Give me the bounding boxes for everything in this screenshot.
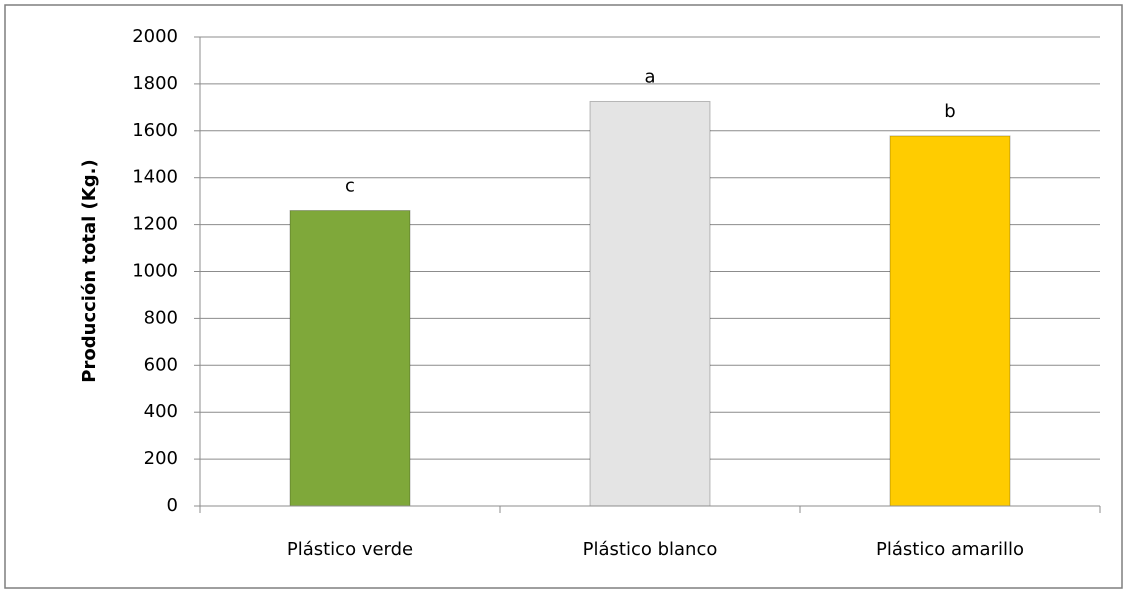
- y-tick-label: 200: [144, 448, 178, 469]
- y-tick-label: 800: [144, 307, 178, 328]
- bar: [289, 210, 411, 507]
- y-tick-label: 2000: [132, 26, 178, 47]
- x-tick-label: Plástico verde: [287, 539, 413, 560]
- x-tick-label: Plástico blanco: [583, 539, 718, 560]
- y-tick-label: 1400: [132, 167, 178, 188]
- bar-annotation: a: [644, 66, 655, 87]
- y-tick-label: 1200: [132, 214, 178, 235]
- y-axis-label: Producción total (Kg.): [79, 159, 100, 382]
- y-tick-label: 0: [167, 495, 178, 516]
- bar-annotation: b: [944, 101, 955, 122]
- y-tick-label: 400: [144, 401, 178, 422]
- y-tick-label: 1600: [132, 120, 178, 141]
- bar-annotation: c: [345, 176, 355, 197]
- x-tick-label: Plástico amarillo: [876, 539, 1024, 560]
- bar: [589, 100, 711, 507]
- y-tick-label: 1000: [132, 261, 178, 282]
- y-tick-label: 600: [144, 354, 178, 375]
- bar: [889, 135, 1011, 507]
- y-tick-label: 1800: [132, 73, 178, 94]
